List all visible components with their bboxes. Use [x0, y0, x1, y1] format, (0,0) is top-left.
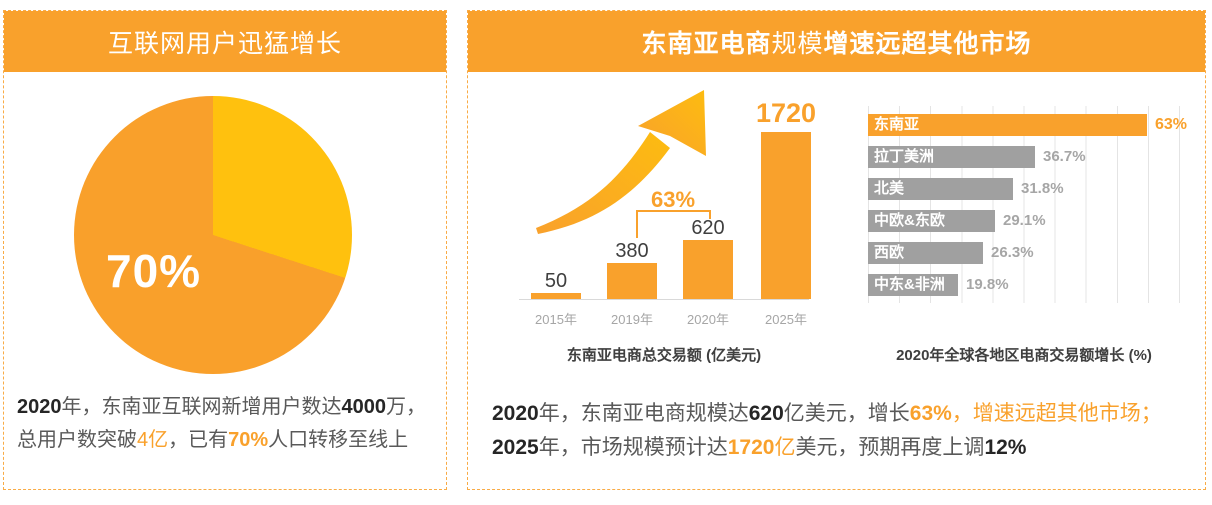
column-value-label: 50	[544, 270, 568, 292]
right-panel-title-part: 规模	[771, 29, 824, 58]
column-bar-2020	[683, 240, 733, 299]
right-panel: 东南亚电商 规模 增速远超其他市场 50 380 620 1720 2015年 20…	[467, 10, 1206, 490]
note-line: 2020年，东南亚互联网新增用户数达4000万，	[17, 391, 443, 424]
hbar-bar: 西欧	[868, 242, 983, 264]
hbar-bar: 拉丁美洲	[868, 146, 1035, 168]
hbar-region-label: 西欧	[874, 244, 905, 261]
hbar-row: 北美 31.8%	[868, 178, 1180, 200]
column-axis-label: 2025年	[765, 312, 807, 327]
note-text: 年，市场规模预计达	[538, 436, 728, 459]
left-panel-title: 互联网用户迅猛增长	[107, 29, 342, 58]
hbar-bar: 北美	[868, 178, 1013, 200]
column-chart-caption: 东南亚电商总交易额 (亿美元)	[566, 347, 762, 364]
hbar-chart-caption: 2020年全球各地区电商交易额增长 (%)	[896, 347, 1152, 364]
column-axis-label: 2015年	[535, 312, 577, 327]
hbar-bar: 中欧&东欧	[868, 210, 995, 232]
right-panel-title-part: 东南亚电商	[641, 29, 772, 58]
note-text: 亿	[774, 436, 796, 459]
hbar-value-label: 63%	[1155, 116, 1188, 133]
column-axis-label: 2020年	[687, 312, 729, 327]
hbar-value-label: 36.7%	[1043, 148, 1086, 165]
bracket-right-tick	[709, 210, 711, 219]
right-panel-title-part: 增速远超其他市场	[823, 29, 1032, 58]
right-panel-header: 东南亚电商 规模 增速远超其他市场	[468, 11, 1205, 72]
column-bar-2025	[761, 132, 811, 299]
hbar-region-label: 中欧&东欧	[874, 212, 945, 229]
hbar-row: 拉丁美洲 36.7%	[868, 146, 1180, 168]
note-text: 620	[748, 402, 784, 425]
note-text: 万，	[386, 396, 426, 418]
note-line: 2025年，市场规模预计达1720亿美元，预期再度上调12%	[492, 431, 1192, 465]
hbar-value-label: 29.1%	[1003, 212, 1046, 229]
pie-chart: 70%	[74, 96, 352, 374]
note-text: 63%	[909, 402, 952, 425]
note-text: ，增速远超其他市场；	[951, 402, 1162, 425]
column-value-label: 380	[615, 240, 649, 262]
hbar-value-label: 31.8%	[1021, 180, 1064, 197]
hbar-gridlines	[868, 106, 1180, 303]
column-bar-2015	[531, 293, 581, 299]
note-line: 2020年，东南亚电商规模达620亿美元，增长63%，增速远超其他市场；	[492, 397, 1192, 431]
hbar-row: 中欧&东欧 29.1%	[868, 210, 1180, 232]
pie-percentage-label: 70%	[106, 245, 202, 297]
note-text: 1720	[727, 436, 775, 459]
note-text: 人口转移至线上	[268, 429, 409, 451]
hbar-row: 西欧 26.3%	[868, 242, 1180, 264]
note-text: ，已有	[168, 429, 229, 451]
note-text: 美元，预期再度上调	[795, 436, 985, 459]
hbar-bar: 中东&非洲	[868, 274, 958, 296]
x-axis-line	[519, 299, 809, 300]
note-line: 总用户数突破4亿，已有70%人口转移至线上	[17, 424, 443, 457]
hbar-bar: 东南亚	[868, 114, 1147, 136]
note-text: 12%	[984, 436, 1027, 459]
note-text: 年，东南亚电商规模达	[538, 402, 749, 425]
column-axis-label: 2019年	[611, 312, 653, 327]
growth-annotation: 63%	[650, 187, 696, 212]
hbar-value-label: 26.3%	[991, 244, 1034, 261]
right-panel-note: 2020年，东南亚电商规模达620亿美元，增长63%，增速远超其他市场； 202…	[492, 397, 1192, 465]
left-panel-header: 互联网用户迅猛增长	[4, 11, 446, 72]
note-text: 2020	[17, 396, 62, 418]
note-text: 4000	[341, 396, 387, 418]
hbar-value-label: 19.8%	[966, 276, 1009, 293]
hbar-region-label: 中东&非洲	[874, 276, 945, 293]
left-panel: 互联网用户迅猛增长 70% 2020年，东南亚互联网新增用户数达4000万， 总…	[3, 10, 447, 490]
note-text: 4亿	[137, 429, 169, 451]
hbar-region-label: 东南亚	[874, 116, 920, 133]
bracket-horizontal	[636, 210, 711, 212]
note-text: 2020	[492, 402, 539, 425]
bracket-left-tick	[636, 210, 638, 238]
note-text: 年，东南亚互联网新增用户数达	[61, 396, 342, 418]
column-value-label: 620	[691, 217, 725, 239]
note-text: 2025	[492, 436, 539, 459]
hbar-row: 东南亚 63%	[868, 114, 1187, 136]
note-text: 总用户数突破	[17, 429, 137, 451]
note-text: 70%	[228, 429, 269, 451]
hbar-region-label: 拉丁美洲	[874, 148, 935, 165]
column-bar-2019	[607, 263, 657, 299]
column-value-label-highlight: 1720	[755, 98, 817, 128]
hbar-row: 中东&非洲 19.8%	[868, 274, 1180, 296]
left-panel-note: 2020年，东南亚互联网新增用户数达4000万， 总用户数突破4亿，已有70%人…	[17, 391, 443, 457]
hbar-region-label: 北美	[874, 180, 905, 197]
note-text: 亿美元，增长	[783, 402, 910, 425]
growth-arrow-icon	[536, 90, 706, 234]
